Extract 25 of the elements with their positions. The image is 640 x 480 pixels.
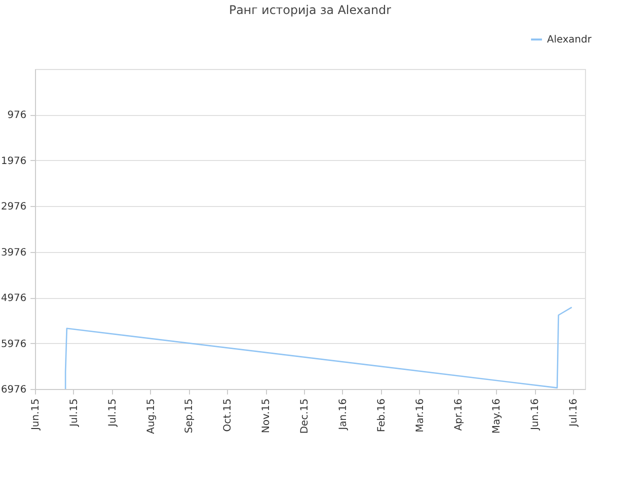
x-tick-label: Jul.15	[68, 398, 80, 428]
x-tick-label: Oct.15	[222, 398, 234, 432]
y-tick-label: 1976	[1, 156, 26, 167]
y-tick-label: 3976	[1, 247, 26, 258]
y-tick-label: 2976	[1, 202, 26, 213]
x-tick-label: Feb.16	[376, 398, 388, 432]
chart-title: Ранг историја за Alexandr	[228, 3, 392, 17]
y-tick-label: 976	[7, 110, 26, 122]
x-tick-label: Apr.16	[453, 398, 464, 431]
x-tick-label: Dec.15	[300, 398, 311, 434]
x-tick-label: Sep.15	[184, 398, 196, 434]
x-tick-label: Jul.15	[107, 398, 118, 428]
x-tick-label: Mar.16	[414, 398, 426, 432]
y-tick-label: 6976	[1, 384, 26, 396]
x-tick-label: Aug.15	[146, 398, 157, 434]
x-tick-label: May.16	[492, 398, 503, 434]
line-series	[64, 306, 572, 390]
x-tick-label: Jan.16	[338, 398, 349, 431]
x-tick-label: Jun.16	[530, 398, 542, 432]
x-tick-label: Jul.16	[568, 398, 580, 428]
y-tick-label: 4976	[1, 293, 26, 304]
y-tick-label: 5976	[1, 338, 26, 350]
x-tick-label: Nov.15	[261, 398, 272, 434]
legend-label: Alexandr	[547, 34, 592, 46]
x-tick-label: Jun.15	[30, 398, 42, 432]
